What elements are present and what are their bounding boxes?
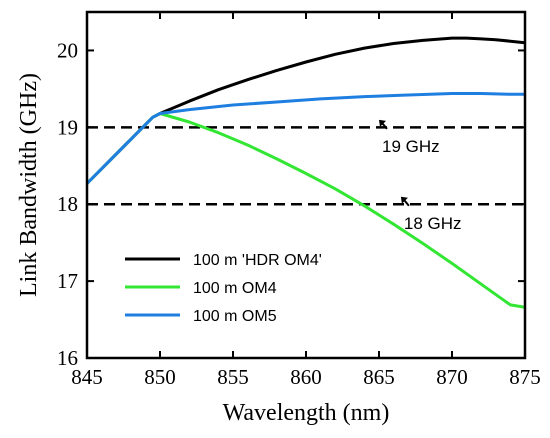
series-line-1 — [87, 36, 525, 185]
legend-item: 100 m OM5 — [125, 308, 277, 325]
y-tick-label: 16 — [57, 346, 78, 370]
y-tick-label: 19 — [57, 115, 78, 139]
x-tick-label: 870 — [436, 365, 468, 389]
y-tick-label: 20 — [57, 38, 78, 62]
legend-label: 100 m 'HDR OM4' — [193, 252, 322, 269]
legend-item: 100 m 'HDR OM4' — [125, 252, 322, 269]
annotation-2: 18 GHz — [400, 196, 462, 233]
legend-label: 100 m OM5 — [193, 308, 277, 325]
axis-tick-labels: 845 850 855 860 865 870 875 16 17 18 19 20 — [57, 38, 541, 389]
legend-item: 100 m OM4 — [125, 280, 277, 297]
x-tick-label: 850 — [144, 365, 176, 389]
x-tick-label: 860 — [290, 365, 322, 389]
y-axis-title: Link Bandwidth (GHz) — [16, 73, 42, 297]
annotations: 19 GHz 18 GHz — [379, 119, 462, 233]
annotation-arrow-head — [400, 196, 408, 204]
x-axis-title: Wavelength (nm) — [223, 400, 390, 426]
legend-label: 100 m OM4 — [193, 280, 277, 297]
reference-lines — [87, 126, 525, 206]
axis-ticks — [86, 12, 526, 359]
series-line-3 — [87, 92, 525, 185]
annotation-arrow-head — [379, 119, 386, 127]
y-tick-label: 17 — [57, 269, 78, 293]
x-tick-label: 875 — [509, 365, 541, 389]
x-tick-label: 865 — [363, 365, 395, 389]
legend: 100 m 'HDR OM4' 100 m OM4 100 m OM5 — [125, 252, 322, 325]
annotation-label: 18 GHz — [404, 214, 462, 233]
annotation-1: 19 GHz — [379, 119, 440, 156]
plot-frame — [85, 10, 527, 360]
x-tick-label: 855 — [217, 365, 249, 389]
series-lines — [87, 36, 525, 309]
series-line-2 — [87, 112, 525, 309]
x-tick-label: 845 — [71, 365, 103, 389]
annotation-label: 19 GHz — [382, 137, 440, 156]
y-tick-label: 18 — [57, 192, 78, 216]
